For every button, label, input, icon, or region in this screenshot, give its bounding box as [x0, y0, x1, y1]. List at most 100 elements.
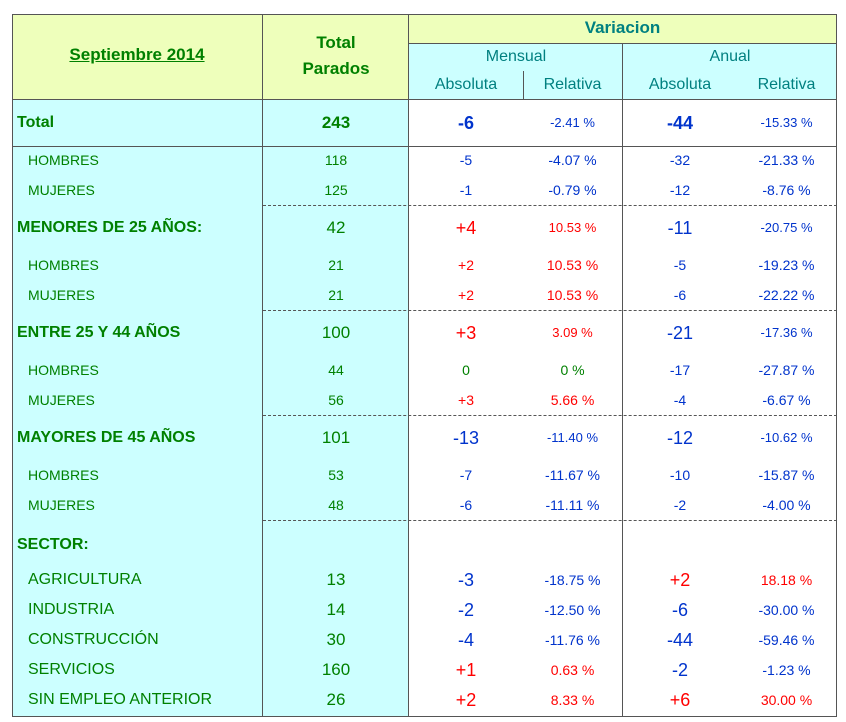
parados: 118 [324, 152, 348, 168]
absolute-value: -2 [671, 660, 688, 680]
absolute-value: -44 [666, 630, 693, 650]
border [408, 14, 409, 717]
relative-value: -19.23 % [758, 257, 815, 273]
absolute-value: +2 [458, 257, 474, 273]
absolute-value: -2 [457, 600, 474, 620]
relative-value: 5.66 % [550, 392, 595, 408]
absolute-value: -6 [671, 600, 688, 620]
absolute-value: -6 [459, 497, 473, 513]
absolute-value: +4 [455, 218, 477, 238]
column-header: Relativa [543, 76, 602, 93]
relative-value: -11.11 % [545, 497, 600, 513]
row-label: HOMBRES [28, 467, 99, 483]
relative-value: 30.00 % [760, 692, 813, 708]
row-label: MUJERES [28, 392, 95, 408]
parados: 101 [321, 428, 351, 447]
parados: 100 [321, 323, 351, 342]
relative-value: -11.40 % [546, 430, 599, 445]
absolute-value: -6 [673, 287, 687, 303]
relative-value: -59.46 % [758, 632, 815, 648]
row-label: MUJERES [28, 497, 95, 513]
relative-value: -20.75 % [760, 220, 813, 235]
absolute-value: +3 [455, 323, 477, 343]
relative-value: 18.18 % [760, 572, 813, 588]
parados: 14 [326, 600, 346, 619]
absolute-value: -32 [669, 152, 691, 168]
header-bg [12, 14, 409, 100]
row-label: HOMBRES [28, 152, 99, 168]
relative-value: -21.33 % [758, 152, 815, 168]
row-label: MAYORES DE 45 AÑOS [17, 429, 196, 446]
absolute-value: -5 [459, 152, 473, 168]
row-label: MUJERES [28, 287, 95, 303]
absolute-value: +2 [458, 287, 474, 303]
absolute-value: -13 [452, 428, 479, 448]
row-label: HOMBRES [28, 257, 99, 273]
parados: 26 [326, 690, 346, 709]
border [12, 14, 837, 717]
absolute-value: +3 [458, 392, 474, 408]
absolute-value: -10 [669, 467, 691, 483]
relative-value: -18.75 % [544, 572, 601, 588]
relative-value: -11.76 % [545, 632, 600, 648]
absolute-value: -2 [673, 497, 687, 513]
dashed-separator [263, 310, 837, 311]
relative-value: -15.33 % [760, 115, 813, 130]
relative-value: -22.22 % [758, 287, 815, 303]
variacion-header: Variacion [584, 18, 661, 37]
dashed-separator [263, 520, 837, 521]
relative-value: 0.63 % [550, 662, 595, 678]
relative-value: -15.87 % [758, 467, 815, 483]
absolute-value: -3 [457, 570, 474, 590]
relative-value: -17.36 % [760, 325, 813, 340]
relative-value: 8.33 % [550, 692, 595, 708]
period-title: Septiembre 2014 [69, 45, 205, 64]
absolute-value: +1 [455, 660, 477, 680]
row-label: SIN EMPLEO ANTERIOR [28, 691, 213, 708]
border [262, 14, 263, 717]
absolute-value: 0 [462, 362, 470, 378]
parados: 44 [328, 362, 344, 378]
relative-value: -11.67 % [545, 467, 600, 483]
parados: 21 [328, 287, 344, 303]
parados: 125 [324, 182, 348, 198]
dashed-separator [263, 415, 837, 416]
column-header: Absoluta [648, 76, 712, 93]
border [12, 146, 837, 147]
parados: 53 [328, 467, 344, 483]
parados: 56 [328, 392, 344, 408]
row-label: INDUSTRIA [28, 601, 115, 618]
absolute-value: +6 [669, 690, 691, 710]
relative-value: -12.50 % [544, 602, 601, 618]
relative-value: 10.53 % [548, 220, 597, 235]
row-label: CONSTRUCCIÓN [28, 631, 159, 648]
absolute-value: -1 [459, 182, 473, 198]
dashed-separator [263, 205, 837, 206]
relative-value: 3.09 % [552, 325, 593, 340]
column-header: Absoluta [434, 76, 498, 93]
absolute-value: -11 [667, 218, 693, 238]
relative-value: -27.87 % [758, 362, 815, 378]
absolute-value: -12 [666, 428, 693, 448]
relative-value: -1.23 % [762, 662, 811, 678]
relative-value: 0 % [560, 362, 585, 378]
parados: 42 [326, 218, 346, 237]
parados: 243 [321, 113, 351, 132]
border [12, 99, 837, 100]
absolute-value: -7 [459, 467, 473, 483]
parados: 13 [326, 570, 346, 589]
total-header: Total Parados [302, 33, 370, 78]
parados: 160 [321, 660, 351, 679]
label-column-bg [12, 100, 409, 716]
parados: 30 [326, 630, 346, 649]
relative-value: -30.00 % [758, 602, 815, 618]
absolute-value: -5 [673, 257, 687, 273]
relative-value: 10.53 % [546, 257, 599, 273]
absolute-value: +2 [455, 690, 477, 710]
relative-value: -6.67 % [762, 392, 811, 408]
row-label: HOMBRES [28, 362, 99, 378]
row-label: AGRICULTURA [28, 571, 142, 588]
group-header: Mensual [485, 48, 547, 65]
row-label: SERVICIOS [28, 661, 115, 678]
